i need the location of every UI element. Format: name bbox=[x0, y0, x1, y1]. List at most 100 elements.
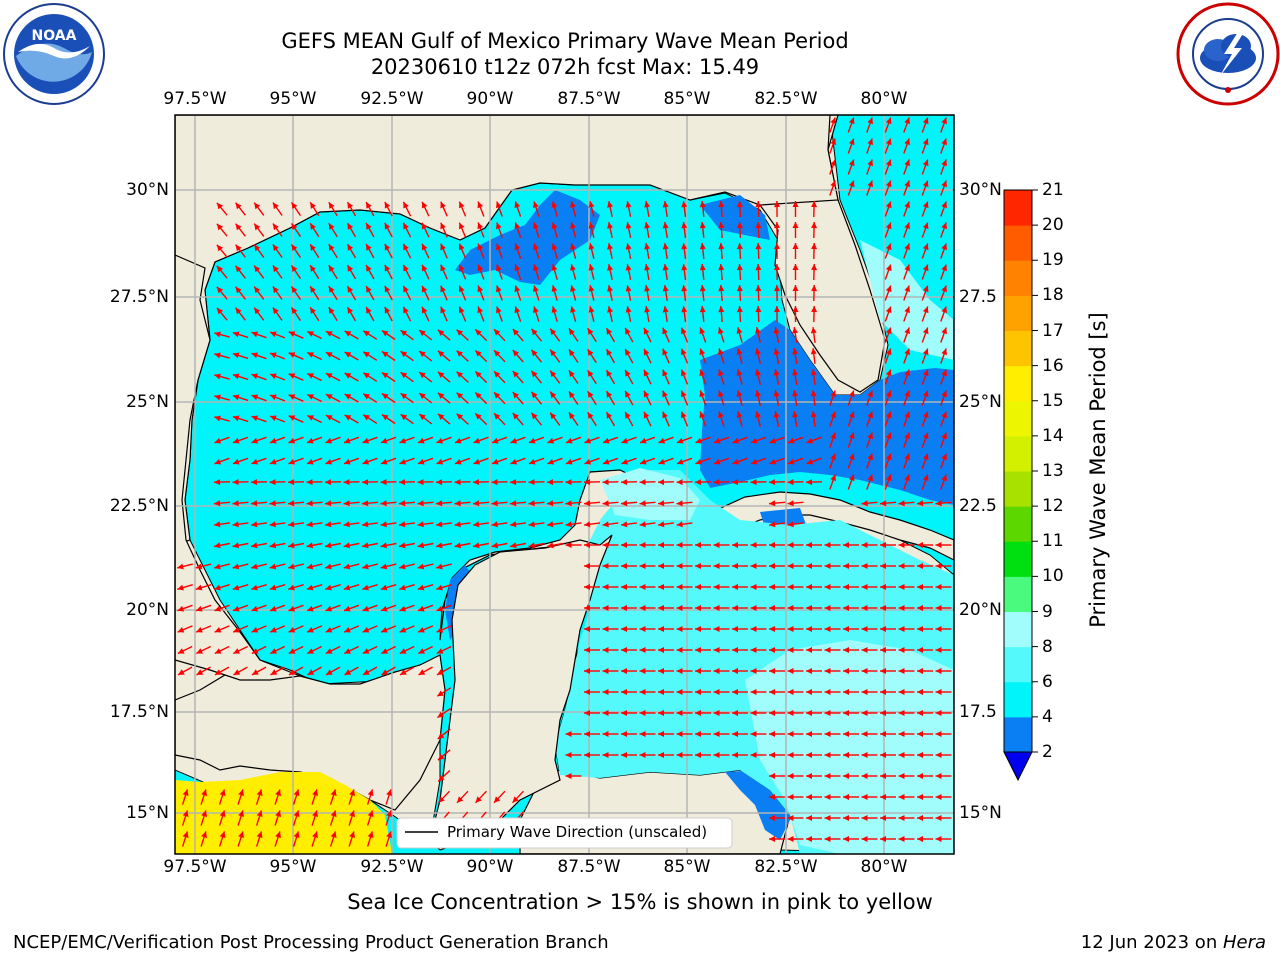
wave-arrow-head bbox=[769, 479, 776, 486]
wave-arrow-head bbox=[602, 479, 609, 486]
lon-tick: 92.5°W bbox=[360, 857, 424, 877]
wave-arrow-head bbox=[214, 542, 221, 549]
wave-arrow-head bbox=[232, 542, 240, 549]
wave-arrow-head bbox=[584, 668, 590, 674]
wave-arrow-head bbox=[922, 327, 929, 335]
wave-arrow-head bbox=[677, 437, 684, 444]
wave-arrow-head bbox=[602, 710, 609, 716]
wave-arrow-head bbox=[695, 752, 701, 758]
wave-arrow-head bbox=[602, 605, 609, 611]
wave-arrow-head bbox=[235, 244, 242, 252]
wave-arrow-head bbox=[251, 542, 258, 549]
wave-arrow-head bbox=[848, 180, 855, 188]
wave-arrow-head bbox=[917, 752, 923, 758]
wave-arrow-head bbox=[787, 836, 794, 842]
wave-arrow-head bbox=[512, 392, 519, 399]
wave-arrow-head bbox=[806, 626, 812, 632]
wave-arrow-head bbox=[699, 306, 706, 313]
wave-arrow-head bbox=[843, 605, 849, 611]
wave-arrow-head bbox=[806, 605, 812, 611]
wave-arrow-head bbox=[565, 542, 572, 548]
wave-arrow-head bbox=[830, 180, 836, 188]
wave-arrow-head bbox=[788, 437, 795, 444]
wave-arrow-head bbox=[569, 391, 575, 399]
colorbar-tick-label: 6 bbox=[1042, 671, 1053, 692]
wave-arrow-head bbox=[421, 222, 428, 230]
wave-arrow-head bbox=[787, 752, 794, 758]
wave-arrow-head bbox=[362, 627, 370, 633]
wave-arrow-head bbox=[695, 626, 701, 632]
wave-arrow-head bbox=[588, 243, 595, 250]
wave-arrow-head bbox=[565, 521, 572, 528]
wave-arrow-head bbox=[565, 479, 572, 486]
wave-arrow-head bbox=[584, 437, 592, 444]
wave-arrow-head bbox=[584, 689, 590, 695]
wave-arrow-head bbox=[550, 391, 557, 399]
wave-arrow-head bbox=[307, 437, 314, 444]
wave-arrow-head bbox=[306, 584, 314, 591]
wave-arrow-head bbox=[291, 286, 298, 293]
wave-arrow-head bbox=[475, 796, 482, 803]
wave-arrow-head bbox=[494, 392, 501, 399]
wave-arrow-head bbox=[681, 222, 688, 229]
wave-arrow-head bbox=[699, 327, 706, 335]
wave-arrow-head bbox=[606, 391, 613, 398]
wave-arrow-head bbox=[880, 563, 886, 569]
wave-arrow-head bbox=[824, 542, 831, 548]
wave-arrow-head bbox=[380, 563, 388, 570]
wave-arrow-head bbox=[904, 222, 910, 230]
wave-arrow-head bbox=[232, 352, 240, 359]
wave-arrow-head bbox=[403, 306, 409, 314]
wave-arrow-head bbox=[328, 265, 335, 272]
wave-arrow-head bbox=[769, 521, 776, 528]
wave-arrow-head bbox=[459, 264, 465, 272]
wave-arrow-head bbox=[547, 542, 554, 549]
wave-arrow-head bbox=[363, 393, 370, 400]
wave-arrow-head bbox=[251, 521, 258, 528]
wave-arrow-head bbox=[384, 201, 391, 209]
wave-arrow-head bbox=[787, 815, 794, 821]
wave-arrow-head bbox=[344, 458, 351, 465]
lat-tick: 22.5 bbox=[959, 496, 997, 516]
wave-arrow-head bbox=[941, 180, 947, 188]
wave-arrow-head bbox=[848, 474, 855, 482]
wave-arrow-head bbox=[418, 627, 425, 633]
wave-arrow-head bbox=[496, 201, 502, 209]
colorbar-segment bbox=[1004, 646, 1032, 683]
wave-arrow-head bbox=[512, 413, 519, 420]
wave-arrow-head bbox=[275, 810, 281, 817]
wave-arrow-head bbox=[306, 500, 313, 507]
wave-arrow-head bbox=[843, 836, 849, 842]
wave-arrow-head bbox=[732, 752, 738, 758]
lon-tick: 87.5°W bbox=[557, 857, 621, 877]
wave-arrow-head bbox=[769, 836, 775, 842]
wave-arrow-head bbox=[625, 348, 631, 356]
wave-arrow-head bbox=[861, 815, 868, 821]
wave-arrow-head bbox=[400, 351, 408, 358]
wave-arrow-head bbox=[732, 668, 738, 674]
wave-arrow-head bbox=[935, 815, 942, 821]
wave-arrow-head bbox=[880, 836, 886, 842]
wave-arrow-head bbox=[676, 647, 683, 653]
wave-arrow-head bbox=[861, 563, 868, 569]
wave-arrow-head bbox=[810, 369, 817, 376]
wave-arrow-head bbox=[325, 331, 333, 337]
wave-arrow-head bbox=[713, 710, 720, 716]
wave-arrow-head bbox=[644, 222, 651, 229]
wave-arrow-head bbox=[904, 138, 910, 146]
wave-arrow-head bbox=[676, 500, 683, 507]
wave-arrow-head bbox=[830, 453, 836, 461]
wave-arrow-head bbox=[676, 668, 683, 674]
wave-arrow-head bbox=[607, 285, 613, 292]
wave-arrow-head bbox=[861, 710, 868, 716]
wave-arrow-head bbox=[512, 371, 519, 378]
wave-arrow-head bbox=[362, 563, 369, 570]
wave-arrow-head bbox=[437, 754, 445, 761]
wave-arrow-head bbox=[639, 521, 646, 528]
wave-arrow-head bbox=[824, 815, 831, 821]
wave-arrow-head bbox=[347, 223, 354, 230]
wave-arrow-head bbox=[602, 563, 609, 569]
wave-arrow-head bbox=[477, 222, 484, 230]
wave-arrow-head bbox=[662, 264, 669, 271]
wave-arrow-head bbox=[349, 789, 355, 796]
